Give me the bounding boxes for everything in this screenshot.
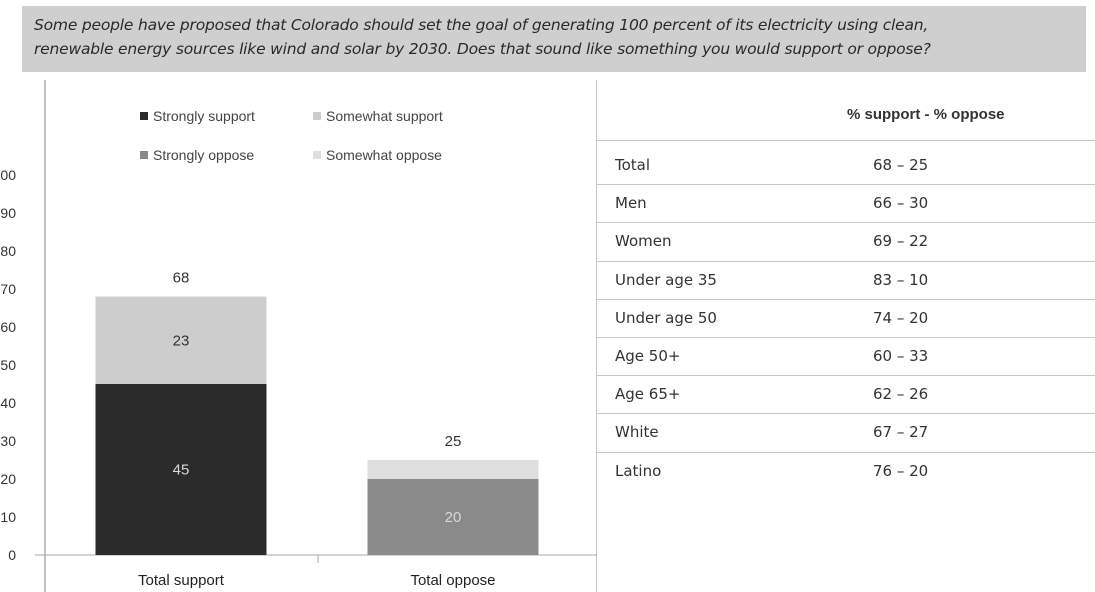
legend-item-strongly-oppose: Strongly oppose (140, 147, 254, 163)
bar-total-oppose-somewhat-oppose (367, 460, 539, 479)
row-value: 62 – 26 (873, 385, 929, 404)
bar-total-support-somewhat-support (95, 296, 267, 384)
legend-swatch-strongly-support (140, 112, 148, 120)
row-label: Age 65+ (615, 385, 681, 404)
row-value: 74 – 20 (873, 308, 929, 327)
row-divider (597, 260, 1095, 262)
table-row: Women 69 – 22 (597, 223, 1095, 261)
row-divider (597, 451, 1095, 453)
y-tick-label-80: 80 (0, 243, 16, 259)
table-row: Under age 50 74 – 20 (597, 300, 1095, 338)
row-divider (597, 413, 1095, 415)
row-label: Men (615, 194, 647, 213)
chart-svg: 0 10 20 30 40 50 60 70 80 90 100 Total support 68 Tot… (0, 80, 597, 592)
row-label: Latino (615, 461, 662, 480)
table-row: Latino 76 – 20 (597, 453, 1095, 491)
row-label: White (615, 423, 659, 442)
row-divider (597, 375, 1095, 377)
y-tick-label-70: 70 (0, 281, 16, 297)
row-divider (597, 337, 1095, 338)
row-label: Under age 35 (615, 270, 717, 289)
legend-swatch-somewhat-support (313, 112, 321, 120)
row-divider (597, 184, 1095, 186)
question-banner: Some people have proposed that Colorado … (22, 6, 1086, 72)
row-divider (597, 298, 1095, 300)
table-header-divider (597, 140, 1095, 141)
legend-label-strongly-oppose: Strongly oppose (153, 147, 255, 163)
support-oppose-table: % support - % oppose Total 68 – 25 Men 66 –… (597, 90, 1095, 592)
y-tick-label-40: 40 (0, 395, 16, 411)
row-label: Age 50+ (615, 347, 681, 365)
table-row: White 67 – 27 (597, 414, 1095, 452)
legend-swatch-somewhat-oppose (313, 151, 321, 159)
y-tick-label-0: 0 (8, 547, 16, 563)
row-label: Total (615, 156, 651, 174)
y-tick-label-90: 90 (0, 205, 16, 221)
table-header: % support - % oppose (847, 106, 1005, 123)
y-tick-label-100: 100 (0, 167, 16, 183)
bar-total-support-strongly-support (95, 384, 267, 555)
y-tick-label-30: 30 (0, 433, 16, 449)
row-value: 68 – 25 (873, 156, 929, 174)
legend-item-strongly-support: Strongly support (140, 108, 255, 124)
legend-swatch-strongly-oppose (140, 151, 148, 159)
row-value: 60 – 33 (873, 347, 929, 365)
row-label: Women (615, 232, 672, 251)
legend-label-strongly-support: Strongly support (153, 108, 255, 124)
legend-label-somewhat-oppose: Somewhat oppose (326, 147, 442, 163)
row-value: 76 – 20 (873, 461, 929, 480)
x-tick-label-total-oppose: Total oppose (410, 572, 495, 589)
row-label: Under age 50 (615, 308, 717, 327)
row-value: 83 – 10 (873, 270, 929, 289)
stacked-bar-chart: 0 10 20 30 40 50 60 70 80 90 100 Total support 68 Tot… (0, 80, 1095, 592)
row-value: 67 – 27 (873, 423, 929, 442)
table-row: Age 50+ 60 – 33 (597, 338, 1095, 376)
y-tick-label-10: 10 (0, 509, 16, 525)
y-tick-label-60: 60 (0, 319, 16, 335)
legend-item-somewhat-oppose: Somewhat oppose (313, 147, 442, 163)
segment-label-total-support-somewhat-support: 23 (173, 332, 190, 349)
legend-label-somewhat-support: Somewhat support (326, 108, 443, 124)
table-row: Age 65+ 62 – 26 (597, 376, 1095, 414)
row-value: 66 – 30 (873, 194, 929, 213)
table-row: Under age 35 83 – 10 (597, 262, 1095, 300)
bar-total-oppose-strongly-oppose (367, 479, 539, 555)
total-label-total-oppose: 25 (445, 433, 462, 450)
row-divider (597, 222, 1095, 224)
legend-item-somewhat-support: Somewhat support (313, 108, 443, 124)
row-value: 69 – 22 (873, 232, 929, 251)
segment-label-total-oppose-strongly-oppose: 20 (445, 509, 462, 526)
y-tick-label-50: 50 (0, 357, 16, 373)
y-tick-label-20: 20 (0, 471, 16, 487)
x-tick-label-total-support: Total support (138, 572, 225, 589)
table-row: Total 68 – 25 (597, 147, 1095, 185)
question-line-2: renewable energy sources like wind and s… (34, 40, 931, 58)
table-row: Men 66 – 30 (597, 185, 1095, 223)
total-label-total-support: 68 (173, 270, 190, 287)
question-line-1: Some people have proposed that Colorado … (34, 16, 929, 34)
segment-label-total-support-strongly-support: 45 (173, 462, 190, 479)
